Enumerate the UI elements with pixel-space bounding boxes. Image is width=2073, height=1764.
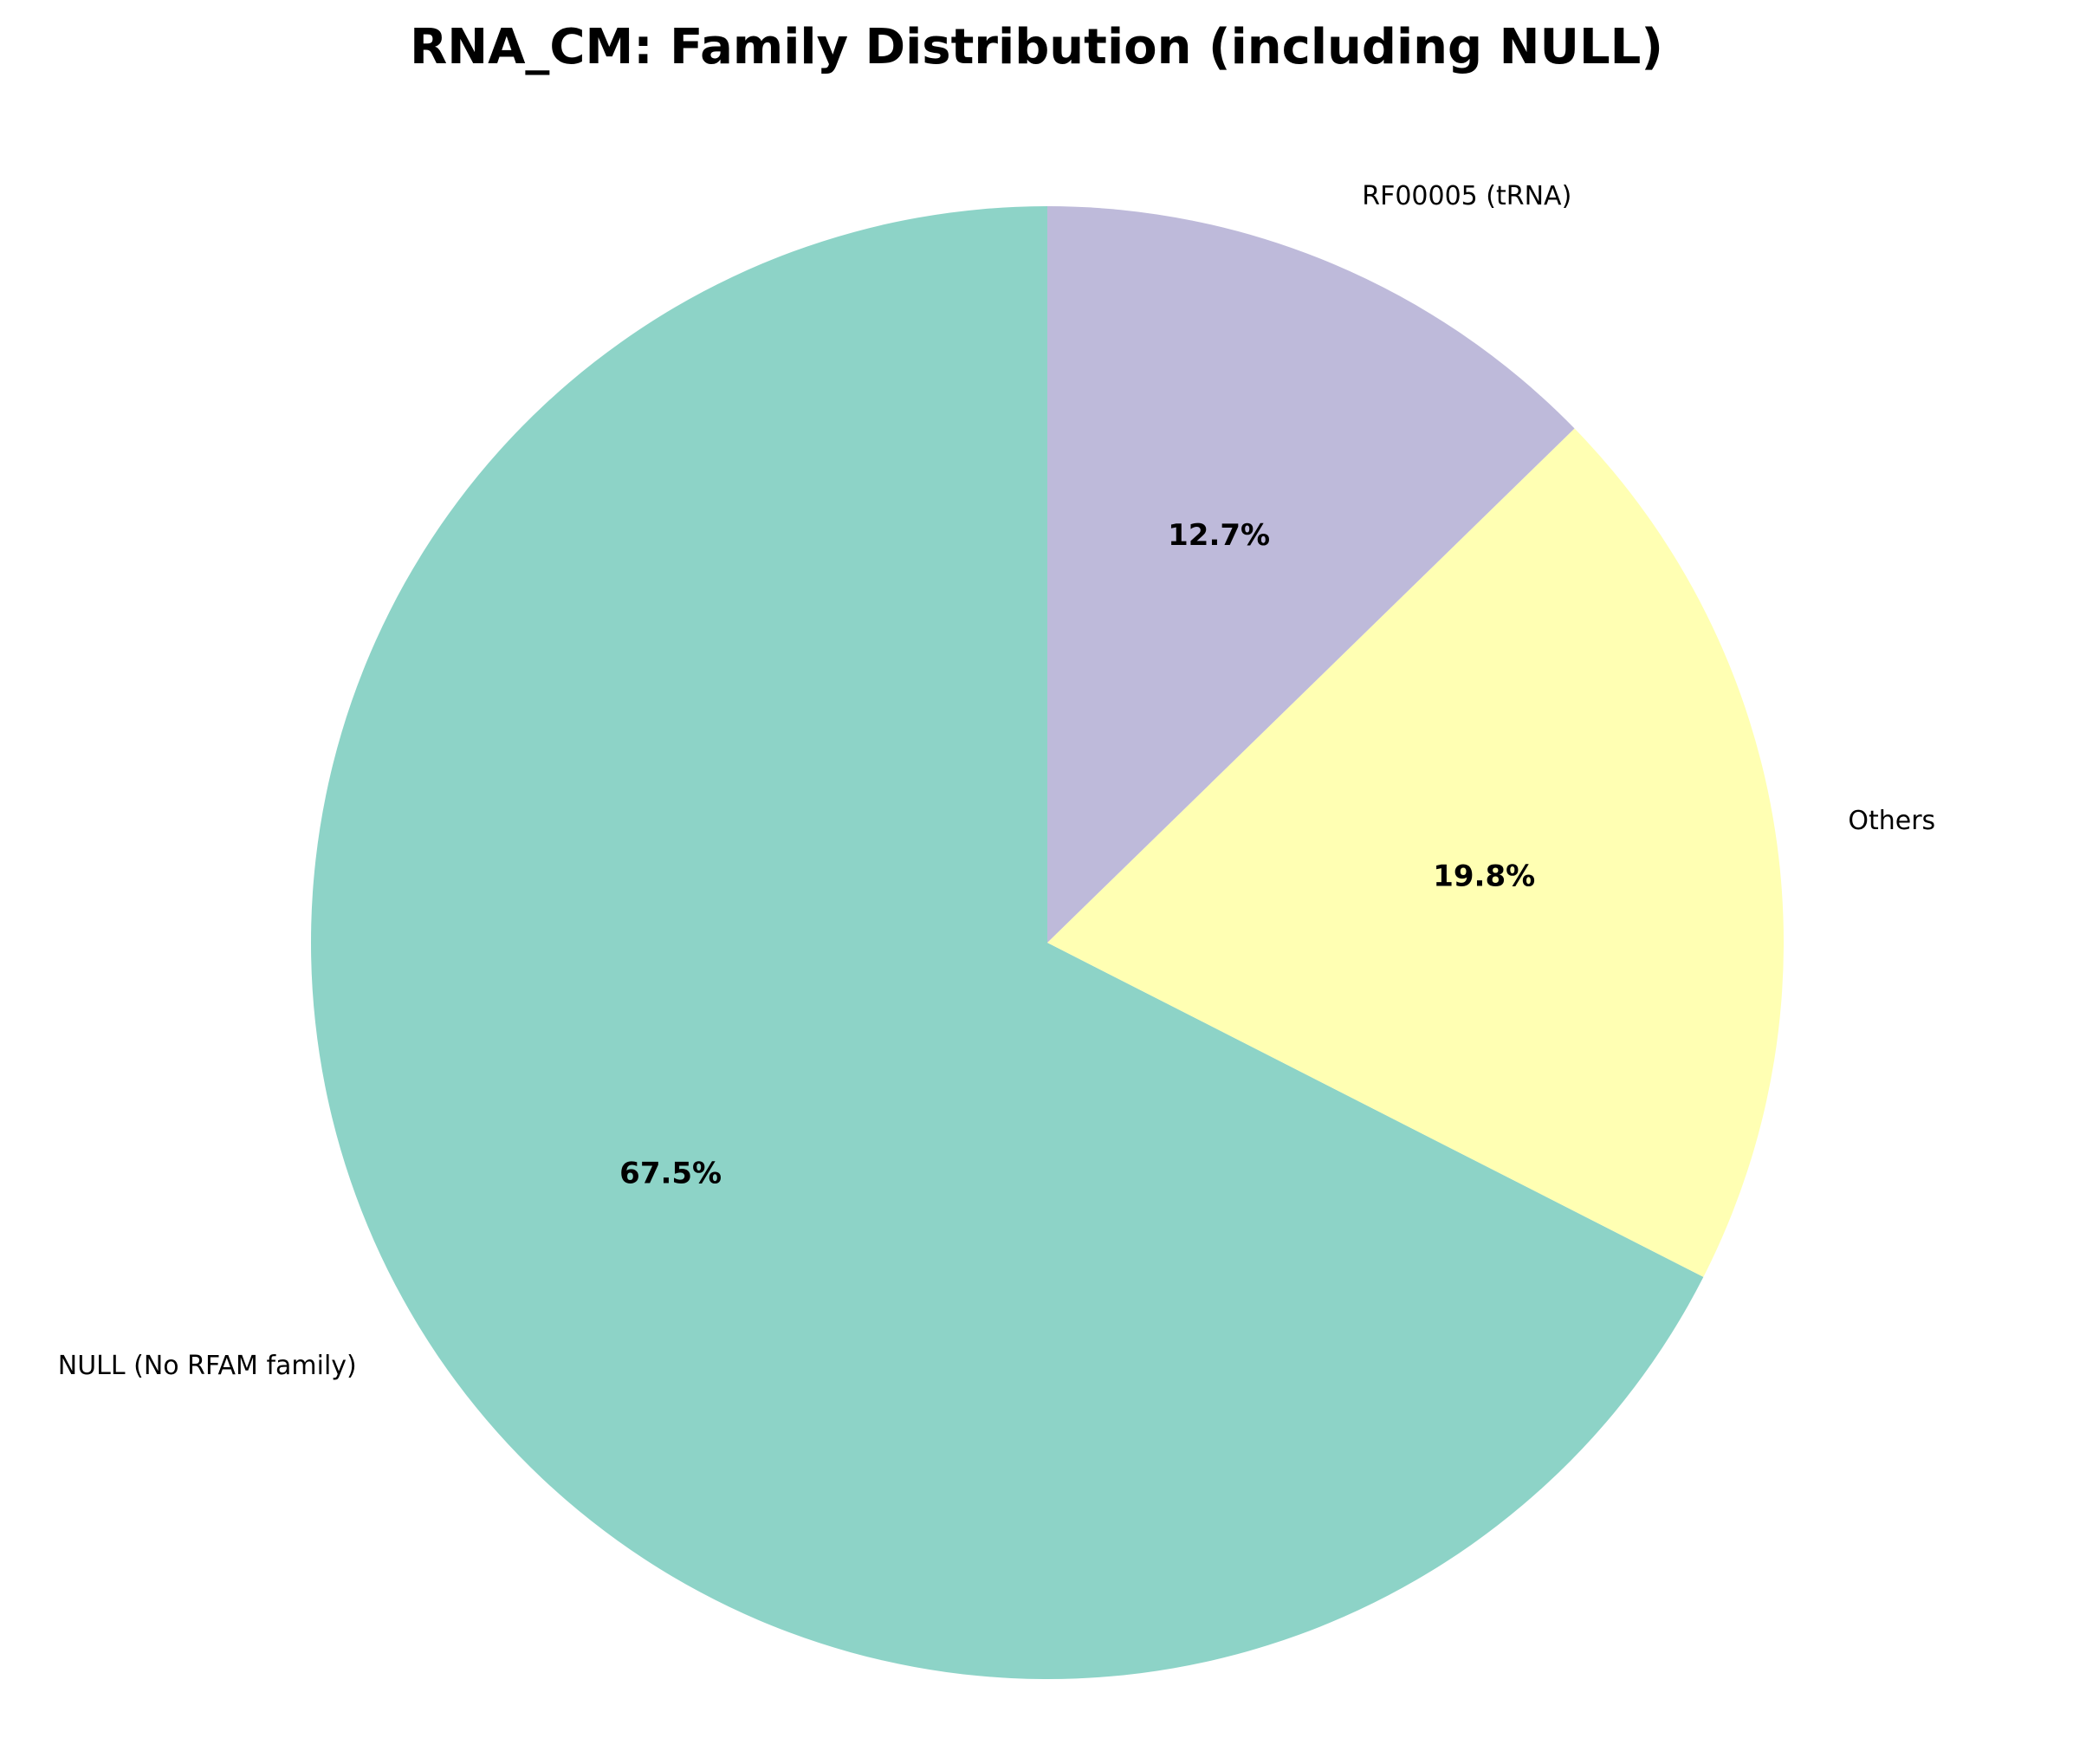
pie-slice-others	[1047, 428, 1785, 1277]
chart-title: RNA_CM: Family Distribution (including N…	[410, 19, 1663, 75]
pie-slices	[311, 206, 1785, 1679]
slice-label-null-no-rfam-family: NULL (No RFAM family)	[58, 1351, 357, 1381]
slice-percent-null-no-rfam-family: 67.5%	[619, 1156, 722, 1190]
slice-label-rf00005-trna: RF00005 (tRNA)	[1362, 181, 1571, 211]
pie-labels: NULL (No RFAM family) 67.5% Others 19.8% RF0…	[58, 181, 1935, 1381]
slice-percent-others: 19.8%	[1433, 859, 1535, 893]
pie-slice-rf00005-trna	[1047, 206, 1575, 943]
slice-percent-rf00005-trna: 12.7%	[1168, 518, 1270, 553]
pie-slice-null-no-rfam-family	[311, 206, 1704, 1679]
slice-label-others: Others	[1848, 806, 1935, 836]
